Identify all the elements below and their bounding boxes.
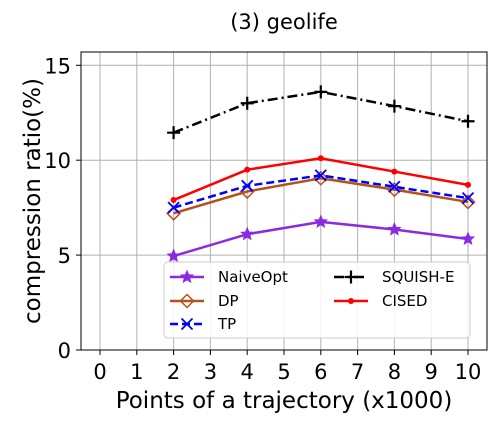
legend: NaiveOpt DP TP SQUISH-E CISED [163,261,471,339]
x-tick-label: 5 [277,360,290,384]
y-axis-label: compression ratio(%) [20,78,46,324]
series-squish-e [167,85,475,140]
legend-item-cised: CISED [334,292,427,310]
data-point-tp [167,201,180,214]
data-point-naiveopt [460,231,476,246]
data-point-tp [241,179,254,192]
x-tick-label: 1 [130,360,143,384]
x-tick-label: 7 [351,360,364,384]
data-point-cised [170,197,177,204]
legend-marker-dp [179,293,195,309]
series-tp [167,169,475,214]
legend-marker-cised [348,298,354,304]
x-tick-label: 3 [204,360,217,384]
data-point-naiveopt [313,214,328,228]
y-tick-label: 5 [58,244,71,268]
legend-marker-tp [180,317,194,331]
legend-label-dp: DP [218,292,239,310]
data-point-squish-e [240,96,254,110]
data-point-naiveopt [240,226,255,241]
legend-label-squish-e: SQUISH-E [382,268,454,286]
legend-item-squish-e: SQUISH-E [334,268,454,286]
data-point-tp [388,180,401,193]
series-line-dp [173,176,469,215]
legend-label-naiveopt: NaiveOpt [218,268,288,286]
legend-marker-naiveopt [179,269,195,284]
data-point-squish-e [167,126,181,140]
legend-item-naiveopt: NaiveOpt [170,268,288,286]
chart-title: (3) geolife [230,10,338,34]
x-tick-label: 4 [241,360,254,384]
data-point-cised [244,166,251,173]
series-cised [170,155,471,204]
x-tick-label: 2 [167,360,180,384]
data-point-squish-e [387,99,401,113]
x-tick-label: 10 [455,360,482,384]
x-tick-label: 8 [388,360,401,384]
series-layer [166,85,476,263]
series-naiveopt [166,214,476,263]
data-point-cised [465,181,471,188]
legend-item-dp: DP [170,292,239,310]
legend-box [163,261,471,339]
x-tick-label: 9 [425,360,438,384]
legend-marker-squish-e [344,270,358,284]
x-axis-label: Points of a trajectory (x1000) [116,388,453,414]
data-point-dp [460,194,476,210]
data-point-tp [461,192,475,205]
x-tick-label: 6 [314,360,327,384]
data-point-tp [314,169,327,182]
legend-label-tp: TP [217,315,236,333]
data-point-naiveopt [387,221,402,236]
legend-item-tp: TP [170,315,236,333]
data-point-squish-e [314,85,328,99]
y-tick-label: 0 [58,339,71,363]
y-tick-label: 15 [44,54,71,78]
legend-label-cised: CISED [382,292,427,310]
data-point-squish-e [461,114,475,128]
x-tick-label: 0 [93,360,106,384]
data-point-cised [317,155,324,162]
y-tick-label: 10 [44,149,71,173]
data-point-cised [391,168,398,175]
data-point-naiveopt [166,248,181,263]
